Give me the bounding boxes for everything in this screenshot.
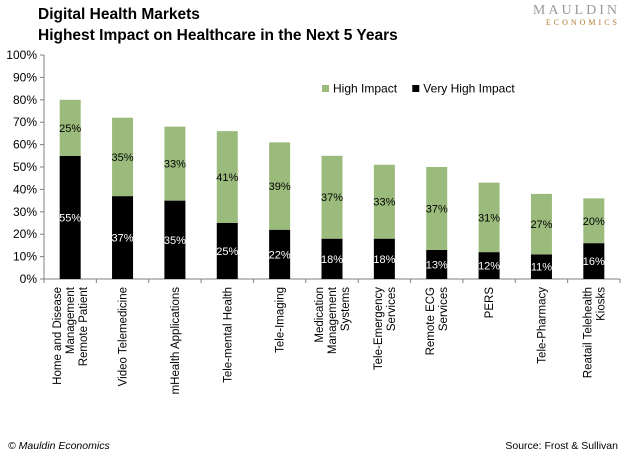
x-category-label: mHealth Applications [170, 287, 182, 395]
data-label-very-high: 13% [426, 259, 448, 271]
bar-high-impact [216, 131, 238, 223]
data-label-high: 33% [373, 197, 395, 209]
bar-high-impact [164, 126, 186, 201]
x-category-label-line: Remote ECG [425, 287, 437, 355]
data-label-very-high: 37% [112, 233, 134, 245]
data-label-high: 20% [583, 216, 605, 228]
legend-item-very-high-impact-swatch [412, 85, 420, 92]
data-label-very-high: 18% [321, 254, 343, 266]
data-label-high: 39% [269, 181, 291, 193]
x-category-label-line: Tele-mental Health [222, 287, 234, 383]
x-category-label: PERS [484, 287, 496, 319]
x-category-label: Tele-mental Health [222, 287, 234, 383]
bar-high-impact [426, 167, 448, 250]
y-tick-label: 10% [13, 250, 37, 264]
data-label-high: 25% [59, 123, 81, 135]
bar-high-impact [321, 155, 343, 239]
x-category-label-line: Tele-Imaging [275, 287, 287, 353]
bar-high-impact [373, 164, 395, 239]
bar-very-high-impact [583, 243, 605, 279]
y-tick-label: 90% [13, 70, 37, 84]
chart-title-line-1: Digital Health Markets [38, 6, 200, 23]
y-tick-label: 0% [20, 272, 38, 286]
y-tick-label: 60% [13, 138, 37, 152]
x-category-label-line: Remote Patient [78, 286, 90, 366]
x-category-label-line: Tele-Pharmacy [536, 287, 548, 364]
data-label-very-high: 11% [531, 262, 552, 274]
x-category-label-line: Home and Disease [52, 287, 64, 385]
x-category-label-line: Systems [340, 287, 352, 331]
bar-very-high-impact [112, 196, 134, 279]
x-category-label-line: Video Telemedicine [118, 287, 130, 386]
data-label-high: 33% [164, 159, 186, 171]
bar-high-impact [112, 117, 134, 197]
bar-high-impact [269, 142, 291, 230]
data-label-high: 31% [478, 212, 500, 224]
x-category-label-line: Management [65, 286, 77, 354]
x-category-label: Medication Management Systems [314, 286, 352, 354]
x-category-label: Tele-Imaging [275, 287, 287, 353]
data-label-very-high: 55% [59, 212, 81, 224]
legend-item-very-high-impact-label: Very High Impact [423, 82, 515, 96]
data-label-high: 27% [530, 219, 552, 231]
y-tick-label: 40% [13, 182, 37, 196]
data-label-very-high: 25% [216, 246, 238, 258]
y-tick-label: 80% [13, 93, 37, 107]
bar-very-high-impact [478, 252, 500, 279]
bar-very-high-impact [530, 254, 552, 279]
bar-very-high-impact [59, 155, 81, 279]
x-category-label: Remote ECG Services [425, 287, 450, 356]
x-category-label: Tele-Pharmacy [536, 287, 548, 364]
x-category-label-line: PERS [484, 287, 496, 319]
x-category-label-line: Management [327, 286, 339, 354]
x-category-label-line: Reatail Telehealth [582, 287, 594, 378]
bar-very-high-impact [426, 249, 448, 279]
y-tick-label: 20% [13, 227, 37, 241]
x-category-label: Home and Disease Management Remote Patient [52, 286, 90, 385]
y-tick-label: 30% [13, 205, 37, 219]
copyright-note: © Mauldin Economics [8, 440, 110, 452]
data-label-high: 37% [426, 203, 448, 215]
x-category-label: Tele-Emergency Services [373, 287, 398, 370]
y-tick-label: 70% [13, 115, 37, 129]
x-category-label-line: Kiosks [595, 287, 607, 321]
data-label-very-high: 18% [373, 254, 395, 266]
bar-high-impact [478, 182, 500, 253]
x-category-label-line: Services [438, 287, 450, 331]
data-label-high: 35% [112, 152, 134, 164]
data-label-very-high: 16% [583, 256, 605, 268]
x-category-label: Reatail Telehealth Kiosks [582, 287, 607, 378]
mauldin-logo: MAULDIN ECONOMICS [533, 3, 620, 27]
legend-item-high-impact-swatch [322, 85, 329, 92]
data-label-very-high: 22% [269, 249, 291, 261]
data-label-high: 37% [321, 192, 343, 204]
legend-item-high-impact-label: High Impact [333, 82, 398, 96]
y-tick-label: 50% [13, 160, 37, 174]
bar-high-impact [530, 193, 552, 255]
bar-very-high-impact [164, 200, 186, 279]
logo-wordmark: MAULDIN [532, 3, 620, 18]
bar-very-high-impact [216, 223, 238, 279]
source-note: Source: Frost & Sullivan [505, 440, 618, 452]
chart-title-line-2: Highest Impact on Healthcare in the Next… [38, 27, 398, 44]
x-category-label: Video Telemedicine [118, 287, 130, 386]
data-label-very-high: 12% [478, 261, 500, 273]
bar-high-impact [583, 198, 605, 244]
data-label-very-high: 35% [164, 235, 186, 247]
bar-very-high-impact [269, 229, 291, 279]
x-category-label-line: Tele-Emergency [373, 287, 385, 370]
bar-very-high-impact [373, 238, 395, 279]
bar-very-high-impact [321, 238, 343, 279]
bar-high-impact [59, 99, 81, 156]
logo-subtitle: ECONOMICS [545, 18, 620, 27]
y-tick-label: 100% [6, 48, 37, 62]
x-category-label-line: mHealth Applications [170, 287, 182, 395]
x-category-label-line: Services [386, 287, 398, 331]
x-category-label-line: Medication [314, 287, 326, 343]
data-label-high: 41% [216, 172, 238, 184]
